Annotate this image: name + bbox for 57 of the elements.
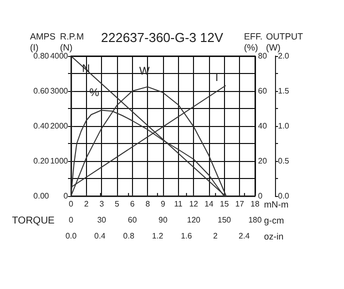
y2-axis-title: R.P.M (N) (60, 32, 84, 52)
y-axis-title: EFF. (%) (244, 32, 263, 52)
y-tick-label: 20 (258, 156, 268, 166)
x-tick-label: 2 (84, 200, 90, 208)
y2-tick-label: 2.0 (278, 52, 290, 60)
y-tick-label: 0.00 (33, 192, 50, 200)
y2-tick-label: 1000 (50, 156, 69, 166)
x-tick-label: 2 (213, 232, 218, 240)
x-axis-title: oz-in (264, 232, 284, 242)
y-tick-label: 80 (258, 52, 268, 60)
y2-tick-label: 1.0 (278, 122, 290, 130)
y-tick-label: 0 (258, 192, 263, 200)
y-axis-title: AMPS (I) (30, 32, 56, 52)
x-tick-label: 5 (114, 200, 120, 208)
x-tick-label: 12 (189, 200, 199, 208)
y2-axis-title: OUTPUT (W) (266, 32, 304, 52)
x-tick-label: 8 (145, 200, 150, 208)
y-tick-label: 0.60 (33, 86, 50, 96)
y2-tick-label: 3000 (50, 86, 69, 96)
x-tick-label: 9 (160, 200, 166, 208)
y-tick-label: 40 (258, 122, 268, 130)
x2-tick-label: 0 (68, 216, 74, 224)
series-label: I (215, 72, 218, 84)
x-tick-label: 0 (68, 200, 74, 208)
x-tick-label: 15 (220, 200, 230, 208)
x-tick-label: 3 (99, 200, 104, 208)
x2-tick-label: 120 (186, 216, 201, 224)
x-tick-label: 0.8 (123, 232, 135, 240)
x-tick-label: 6 (130, 200, 136, 208)
x2-tick-label: 30 (97, 216, 107, 224)
x-tick-label: 17 (235, 200, 245, 208)
y-tick-label: 0.80 (33, 52, 50, 60)
x-tick-label: 1.2 (152, 232, 164, 240)
y2-tick-label: 0.5 (278, 156, 290, 166)
x-tick-label: 1.6 (180, 232, 193, 240)
y2-tick-label: 2000 (50, 122, 69, 130)
x2-tick-label: 60 (128, 216, 138, 224)
y2-tick-label: 0.0 (278, 192, 290, 200)
x-tick-label: 18 (250, 200, 260, 208)
x-tick-label: 0.0 (65, 232, 78, 240)
x-tick-label: 0.4 (94, 232, 106, 240)
x-tick-label: 11 (174, 200, 184, 208)
x-tick-label: 2.4 (238, 232, 250, 240)
y-tick-label: 0.40 (33, 122, 50, 130)
x2-tick-label: 150 (218, 216, 232, 224)
x-tick-label: 14 (204, 200, 214, 208)
x2-axis-title: g-cm (264, 216, 284, 226)
chart-title: 222637-360-G-3 12V (101, 30, 224, 45)
y-tick-label: 0.20 (33, 156, 50, 166)
x2-tick-label: 90 (158, 216, 168, 224)
y2-tick-label: 0 (64, 192, 69, 200)
y2-tick-label: 4000 (50, 52, 69, 60)
y2-tick-label: 1.5 (278, 86, 290, 96)
text: TORQUE (12, 216, 55, 226)
x2-tick-label: 180 (248, 216, 262, 224)
y-tick-label: 60 (258, 86, 268, 96)
x-axis-title: mN-m (264, 200, 288, 210)
